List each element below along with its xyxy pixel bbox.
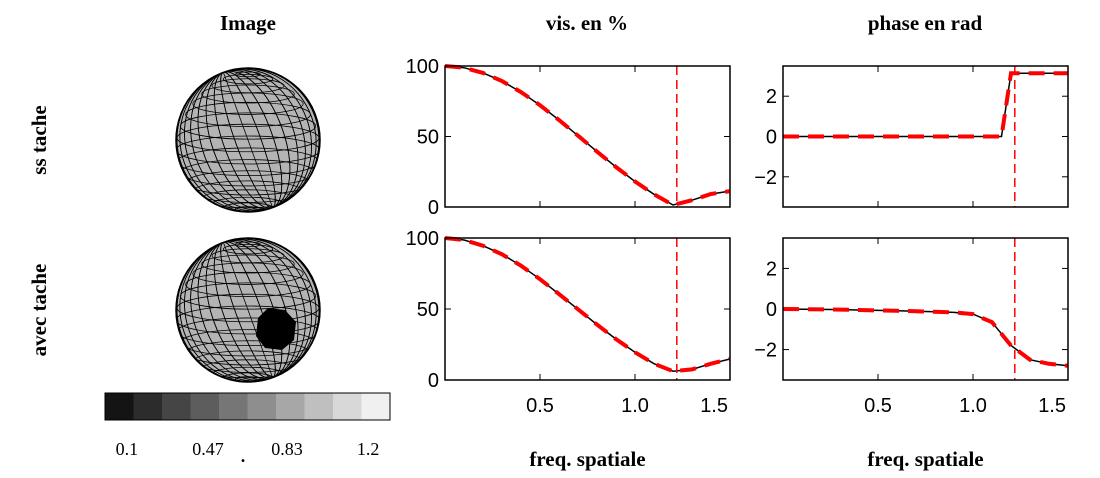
sphere-grid xyxy=(176,238,320,382)
y-tick-label: −2 xyxy=(754,340,777,362)
latitude xyxy=(176,135,320,165)
row-label: ss tache xyxy=(27,105,51,174)
latitude xyxy=(235,241,261,248)
y-tick-label: 0 xyxy=(766,299,777,321)
colorbar-cell xyxy=(162,393,191,420)
chart: 0 50 100 xyxy=(406,56,731,219)
line xyxy=(444,64,731,208)
colorbar-cell xyxy=(276,393,305,420)
plot-frame xyxy=(444,65,731,208)
x-tick-label: 1.0 xyxy=(621,395,649,417)
column-header: Image xyxy=(220,11,276,35)
y-tick-label: −2 xyxy=(754,167,777,189)
x-tick-label: 1.0 xyxy=(959,395,987,417)
latitude xyxy=(201,84,295,104)
colorbar-cell xyxy=(333,393,362,420)
y-tick-label: 2 xyxy=(766,86,777,108)
y-tick-label: 50 xyxy=(417,299,439,321)
colorbar-cell xyxy=(219,393,248,420)
colorbar: 0.1 0.47 0.83 1.2. xyxy=(104,392,391,466)
y-tick-label: 0 xyxy=(766,127,777,149)
y-tick-label: 0 xyxy=(428,197,439,219)
latitude xyxy=(176,305,320,335)
line xyxy=(783,72,1068,138)
line xyxy=(782,307,1069,368)
x-axis-label: freq. spatiale xyxy=(867,447,983,471)
plot-frame xyxy=(782,237,1069,381)
x-tick-label: 0.5 xyxy=(526,395,554,417)
latitude xyxy=(222,73,274,85)
meridian xyxy=(176,68,320,212)
line xyxy=(444,65,731,206)
line xyxy=(444,237,731,372)
chart: −2 0 2 0.5 1.0 1.5 freq. spatiale xyxy=(754,237,1069,471)
y-tick-label: 100 xyxy=(406,228,439,250)
colorbar-cell xyxy=(105,393,134,420)
colorbar-tick-label: 1.2 xyxy=(357,439,380,459)
latitude xyxy=(222,243,274,255)
colorbar-cell xyxy=(247,393,276,420)
x-tick-label: 1.5 xyxy=(700,395,728,417)
latitude xyxy=(235,71,261,78)
y-tick-label: 50 xyxy=(417,127,439,149)
x-tick-label: 0.5 xyxy=(864,395,892,417)
column-header: vis. en % xyxy=(546,11,628,35)
colorbar-tick-label: 0.83 xyxy=(271,439,303,459)
colorbar-cell xyxy=(133,393,162,420)
y-tick-label: 100 xyxy=(406,56,439,78)
colorbar-tick-label: 0.1 xyxy=(116,439,139,459)
x-tick-label: 1.5 xyxy=(1038,395,1066,417)
chart: 0 50 100 0.5 1.0 1.5 freq. spatiale xyxy=(406,228,731,471)
line xyxy=(783,71,1068,139)
meridian xyxy=(176,238,320,382)
colorbar-tick-label: 0.47 xyxy=(192,439,224,459)
column-header: phase en rad xyxy=(868,11,983,35)
spheres xyxy=(175,67,321,383)
row-label: avec tache xyxy=(27,264,51,357)
plot-frame xyxy=(444,237,731,381)
y-tick-label: 0 xyxy=(428,370,439,392)
line xyxy=(444,236,731,374)
colorbar-cell xyxy=(190,393,219,420)
colorbar-cell xyxy=(361,393,390,420)
chart: −2 0 2 xyxy=(754,65,1069,208)
colorbar-frame xyxy=(104,392,391,421)
colorbar-cell xyxy=(304,393,333,420)
colorbar-mark: . xyxy=(241,446,246,466)
y-tick-label: 2 xyxy=(766,258,777,280)
latitude xyxy=(201,254,295,274)
spot xyxy=(256,308,296,350)
x-axis-label: freq. spatiale xyxy=(529,447,645,471)
plot-frame xyxy=(782,65,1069,208)
